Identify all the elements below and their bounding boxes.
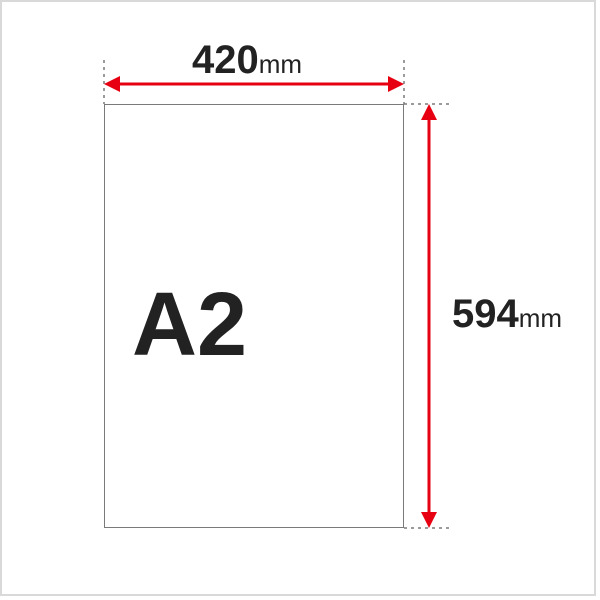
height-value: 594 <box>452 292 519 336</box>
width-unit: mm <box>259 49 302 79</box>
height-unit: mm <box>519 303 562 333</box>
canvas-frame: A2 420mm 594mm <box>0 0 596 596</box>
height-dimension-label: 594mm <box>452 292 562 337</box>
width-value: 420 <box>192 38 259 82</box>
width-dimension-label: 420mm <box>192 38 302 83</box>
paper-size-label: A2 <box>132 274 247 377</box>
height-arrow <box>413 104 445 528</box>
